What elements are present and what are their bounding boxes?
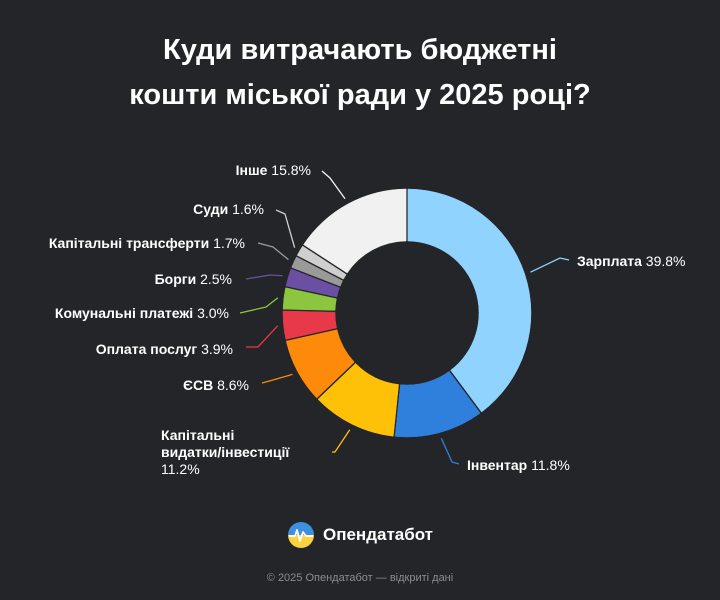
slice-8 [291,256,343,287]
brand-name: Опендатабот [322,525,434,544]
leader-line-3 [332,429,351,453]
slice-label-5: Оплата послуг 3.9% [96,341,233,357]
opendatabot-logo-icon [287,522,314,548]
slice-label-9: Суди 1.6% [193,201,264,217]
title-line-1: Куди витрачають бюджетні [163,34,557,66]
leader-line-2 [440,438,460,465]
slice-6 [282,287,337,311]
brand-logo: Опендатабот [0,521,720,549]
slice-5 [282,310,337,340]
leader-line-5 [246,325,279,348]
slice-label-4: ЄСВ 8.6% [183,377,249,393]
slice-3 [317,363,399,437]
slice-label-3: Капітальні видатки/інвестиції 11.2% [161,427,290,477]
leader-lines [239,170,570,465]
slice-10 [303,188,407,274]
leader-line-7 [245,274,283,280]
leader-line-9 [275,209,296,248]
slice-label-6: Комунальні платежі 3.0% [55,305,229,321]
leader-line-10 [321,170,346,200]
leader-line-1 [530,257,570,273]
slice-label-10: Інше 15.8% [236,162,311,178]
slice-9 [296,245,347,280]
leader-line-8 [257,242,289,261]
slice-2 [394,371,481,438]
slice-label-1: Зарплата 39.8% [577,253,685,269]
leader-line-6 [239,297,279,314]
slice-label-7: Борги 2.5% [155,271,232,287]
slice-4 [285,329,355,399]
slice-labels: Зарплата 39.8% Інвентар 11.8% Капітальні ви… [49,162,686,477]
title-line-2: кошти міської ради у 2025 році? [129,79,591,111]
slice-label-8: Капітальні трансферти 1.7% [49,235,245,251]
slice-7 [285,268,340,298]
footer-text: © 2025 Опендатабот — відкриті дані [266,572,454,584]
slice-1 [407,188,532,413]
leader-line-4 [261,373,293,384]
slice-label-2: Інвентар 11.8% [467,457,570,473]
donut-slices [282,188,532,438]
chart-title: Куди витрачають бюджетні кошти міської р… [0,28,720,118]
